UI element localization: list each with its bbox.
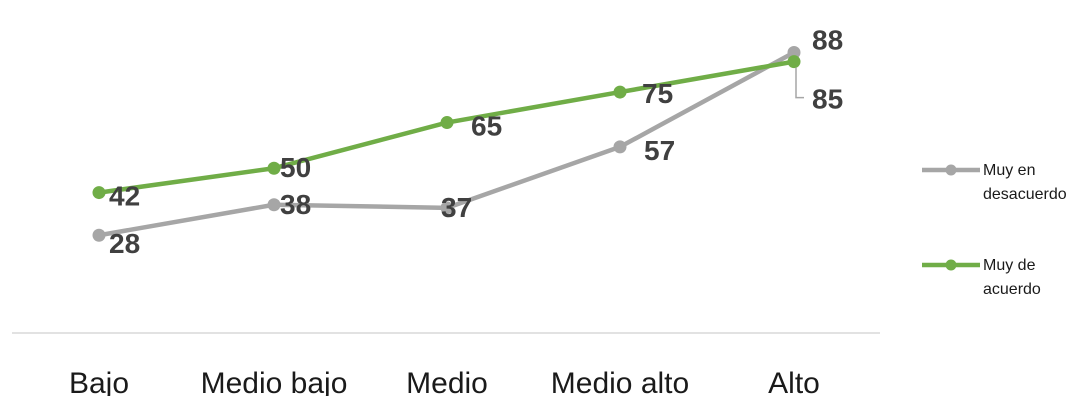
legend-label: Muy de xyxy=(983,257,1036,274)
category-label: Bajo xyxy=(69,367,129,396)
legend-swatch-marker xyxy=(945,259,957,271)
category-label: Medio alto xyxy=(551,367,689,396)
category-label: Medio bajo xyxy=(201,367,348,396)
data-label: 37 xyxy=(441,192,472,223)
data-label-layer: 28 38 37 57 88 42 50 65 75 85 xyxy=(109,24,843,259)
legend-label: acuerdo xyxy=(983,281,1041,298)
data-point xyxy=(267,198,281,212)
data-point xyxy=(92,186,106,200)
data-label: 38 xyxy=(280,189,311,220)
data-point xyxy=(613,140,627,154)
data-point xyxy=(267,161,281,175)
data-label: 85 xyxy=(812,84,843,115)
data-label: 28 xyxy=(109,228,140,259)
data-label: 50 xyxy=(280,152,311,183)
data-label: 65 xyxy=(471,111,502,142)
data-point xyxy=(787,55,801,69)
data-label: 88 xyxy=(812,24,843,55)
legend-swatch-marker xyxy=(945,164,957,176)
data-point xyxy=(92,228,106,242)
series-layer xyxy=(92,45,801,242)
legend: Muy en desacuerdo Muy de acuerdo xyxy=(922,162,1067,298)
label-leader-line xyxy=(795,67,804,99)
data-point xyxy=(440,201,454,215)
data-label: 75 xyxy=(642,78,673,109)
data-label: 57 xyxy=(644,135,675,166)
data-label: 42 xyxy=(109,181,140,212)
data-point xyxy=(613,85,627,99)
category-axis: Bajo Medio bajo Medio Medio alto Alto xyxy=(69,367,820,396)
category-label: Medio xyxy=(406,367,488,396)
legend-label: desacuerdo xyxy=(983,186,1067,203)
data-point xyxy=(787,45,801,59)
legend-label: Muy en xyxy=(983,162,1035,179)
category-label: Alto xyxy=(768,367,820,396)
data-point xyxy=(440,116,454,130)
